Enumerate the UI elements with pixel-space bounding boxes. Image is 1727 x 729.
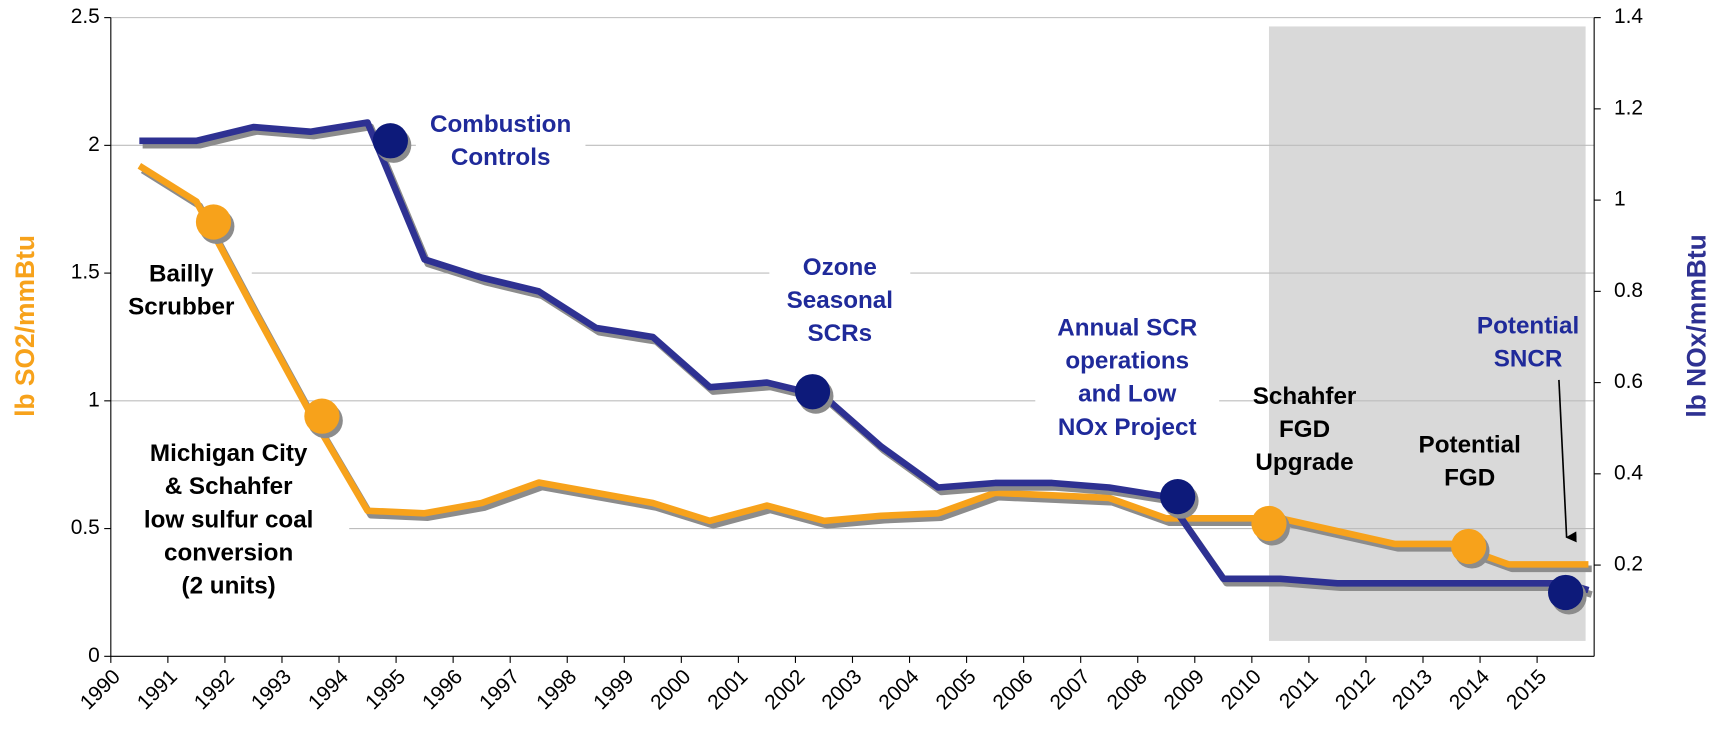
annotation-bg	[769, 251, 911, 353]
annotation: Ozone	[803, 254, 877, 281]
x-tick-label: 2012	[1331, 665, 1380, 714]
x-tick-label: 2010	[1217, 665, 1266, 714]
annotation: Controls	[451, 144, 551, 171]
annotation: (2 units)	[182, 572, 276, 599]
marker	[1251, 505, 1287, 542]
y-tick-label: 2	[88, 133, 100, 156]
marker	[372, 123, 408, 159]
line	[139, 119, 1590, 594]
annotation: FGD	[1279, 416, 1330, 443]
x-tick-label: 1996	[418, 665, 467, 714]
y2-tick-label: 0.2	[1614, 553, 1643, 576]
line	[137, 163, 1589, 568]
x-tick-label: 1992	[190, 665, 239, 714]
annotation: Potential	[1419, 431, 1521, 458]
annotation: and Low	[1078, 381, 1176, 408]
x-tick-label: 1995	[361, 665, 410, 714]
x-tick-label: 2001	[703, 665, 752, 714]
x-tick-label: 2007	[1046, 665, 1095, 714]
y-tick-label: 2.5	[71, 5, 100, 28]
annotation: SCRs	[808, 320, 873, 347]
x-tick-label: 2009	[1160, 665, 1209, 714]
annotation: NOx Project	[1058, 414, 1197, 441]
annotation: operations	[1065, 348, 1189, 375]
line-shadow	[140, 167, 1592, 573]
marker	[794, 374, 831, 410]
annotation: Annual SCR	[1057, 315, 1197, 342]
annotation: SNCR	[1494, 345, 1563, 372]
annotation: Scrubber	[128, 294, 235, 321]
marker	[304, 398, 340, 434]
x-tick-label: 1998	[532, 665, 581, 714]
y-axis-label: lb SO2/mmBtu	[10, 235, 40, 417]
marker	[195, 204, 232, 240]
annotation: Seasonal	[787, 287, 893, 314]
y-tick-label: 1	[88, 388, 100, 411]
x-tick-label: 1999	[589, 665, 638, 714]
annotation-arrow	[1558, 379, 1577, 543]
annotation-bg	[415, 107, 586, 177]
y-tick-label: 0.5	[71, 516, 100, 539]
annotation: low sulfur coal	[144, 506, 314, 533]
y2-tick-label: 0.6	[1614, 370, 1643, 393]
x-tick-label: 2011	[1275, 665, 1323, 713]
annotation: & Schahfer	[165, 473, 293, 500]
x-tick-label: 1990	[76, 665, 125, 714]
x-tick-label: 1997	[475, 665, 524, 714]
x-tick-label: 1991	[133, 665, 182, 714]
x-tick-label: 2002	[760, 665, 809, 714]
y2-tick-label: 1.2	[1614, 96, 1643, 119]
y-tick-label: 1.5	[71, 261, 100, 284]
y2-tick-label: 1	[1614, 188, 1626, 211]
x-tick-label: 2014	[1445, 665, 1494, 714]
annotation-bg	[1035, 311, 1220, 446]
x-tick-label: 2004	[874, 665, 923, 714]
marker	[1451, 528, 1487, 565]
annotation: Michigan City	[150, 440, 308, 467]
y2-tick-label: 0.8	[1614, 279, 1643, 302]
annotation: Schahfer	[1253, 383, 1357, 410]
marker	[1548, 574, 1584, 611]
x-tick-label: 1993	[247, 665, 296, 714]
x-tick-label: 2008	[1103, 665, 1152, 714]
x-tick-label: 1994	[304, 665, 353, 714]
x-tick-label: 2003	[817, 665, 866, 714]
x-tick-label: 2015	[1502, 665, 1551, 714]
annotation: FGD	[1444, 464, 1495, 491]
x-tick-label: 2005	[931, 665, 980, 714]
x-tick-label: 2000	[646, 665, 695, 714]
annotation: conversion	[164, 539, 293, 566]
y-tick-label: 0	[88, 644, 100, 667]
annotation: Upgrade	[1255, 449, 1353, 476]
annotation-bg	[108, 437, 350, 605]
annotation: Potential	[1477, 312, 1579, 339]
x-tick-label: 2013	[1388, 665, 1437, 714]
annotation: Combustion	[430, 111, 571, 138]
y2-tick-label: 0.4	[1614, 461, 1643, 484]
annotation-bg	[110, 257, 252, 326]
annotation: Bailly	[149, 261, 214, 288]
shaded-region	[1268, 26, 1586, 641]
marker	[1160, 479, 1196, 515]
y2-axis-label: lb NOx/mmBtu	[1682, 234, 1712, 417]
x-tick-label: 2006	[989, 665, 1038, 714]
y2-tick-label: 1.4	[1614, 5, 1643, 28]
